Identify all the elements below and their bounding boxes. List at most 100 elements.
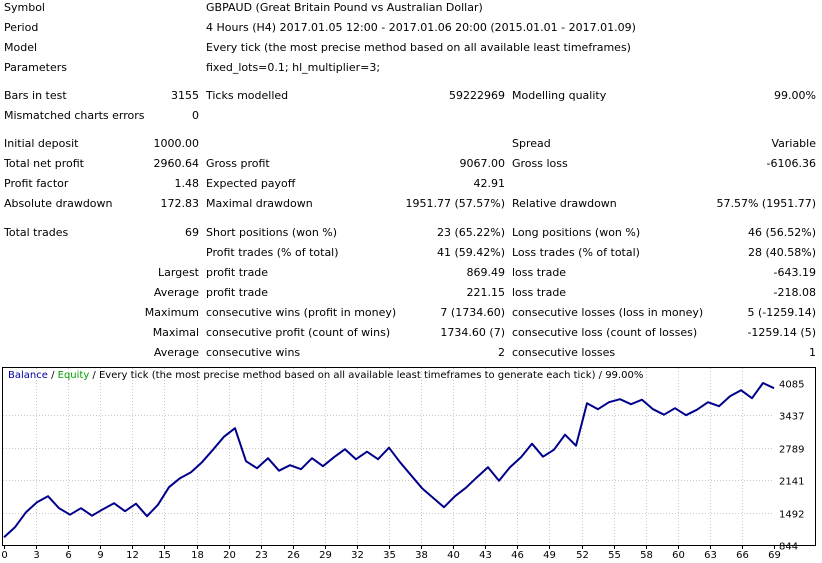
mismatch-value: 0 xyxy=(192,109,199,122)
x-tick-label: 0 xyxy=(2,550,8,561)
max-drawdown-label: Maximal drawdown xyxy=(206,197,313,210)
avg-cons-wins-value: 2 xyxy=(498,346,505,359)
largest-profit-label: profit trade xyxy=(206,266,269,279)
x-tick-label: 46 xyxy=(511,550,524,561)
balance-line xyxy=(3,382,775,538)
x-tick-label: 63 xyxy=(704,550,717,561)
ticks-value: 59222969 xyxy=(449,89,505,102)
y-tick-label: 2789 xyxy=(779,445,804,456)
x-tick-label: 15 xyxy=(158,550,171,561)
y-tick-label: 4085 xyxy=(779,380,804,391)
x-tick-label: 49 xyxy=(543,550,556,561)
avg-cons-losses-value: 1 xyxy=(809,346,816,359)
short-positions-label: Short positions (won %) xyxy=(206,226,338,239)
long-positions-value: 46 (56.52%) xyxy=(747,226,816,239)
largest-profit-value: 869.49 xyxy=(466,266,506,279)
avg-cons-losses-label: consecutive losses xyxy=(512,346,616,359)
mismatch-label: Mismatched charts errors xyxy=(4,109,145,122)
x-tick-label: 6 xyxy=(65,550,71,561)
rel-drawdown-label: Relative drawdown xyxy=(512,197,617,210)
x-tick-label: 43 xyxy=(479,550,492,561)
x-tick-label: 29 xyxy=(319,550,332,561)
expected-payoff-label: Expected payoff xyxy=(206,177,296,190)
initial-deposit-label: Initial deposit xyxy=(4,137,79,150)
y-tick-label: 3437 xyxy=(779,412,804,423)
model-label: Model xyxy=(4,41,38,54)
initial-deposit-value: 1000.00 xyxy=(153,137,200,150)
caption-balance: Balance xyxy=(8,370,48,381)
maximal-label: Maximal xyxy=(152,326,199,339)
x-tick-label: 12 xyxy=(126,550,139,561)
maximal-cons-loss-value: -1259.14 (5) xyxy=(747,326,816,339)
total-trades-value: 69 xyxy=(185,226,199,239)
gross-profit-value: 9067.00 xyxy=(459,157,506,170)
net-profit-label: Total net profit xyxy=(4,157,84,170)
x-tick-label: 60 xyxy=(672,550,685,561)
maximal-cons-loss-label: consecutive loss (count of losses) xyxy=(512,326,698,339)
maximal-cons-profit-label: consecutive profit (count of wins) xyxy=(206,326,391,339)
profit-trades-label: Profit trades (% of total) xyxy=(206,246,339,259)
caption-sep: / xyxy=(47,370,58,381)
max-cons-wins-label: consecutive wins (profit in money) xyxy=(206,306,397,319)
largest-loss-value: -643.19 xyxy=(773,266,816,279)
average-profit-label: profit trade xyxy=(206,286,269,299)
symbol-label: Symbol xyxy=(4,1,45,14)
expected-payoff-value: 42.91 xyxy=(473,177,506,190)
caption-rest: / Every tick (the most precise method ba… xyxy=(89,370,644,381)
quality-label: Modelling quality xyxy=(512,89,607,102)
chart-caption: Balance / Equity / Every tick (the most … xyxy=(8,370,643,381)
abs-drawdown-label: Absolute drawdown xyxy=(4,197,113,210)
largest-label: Largest xyxy=(158,266,199,279)
spread-label: Spread xyxy=(512,137,551,150)
avg-cons-wins-label: consecutive wins xyxy=(206,346,301,359)
ticks-label: Ticks modelled xyxy=(206,89,289,102)
parameters-value: fixed_lots=0.1; hl_multiplier=3; xyxy=(206,61,381,74)
maximum-label: Maximum xyxy=(144,306,199,319)
gross-profit-label: Gross profit xyxy=(206,157,270,170)
rel-drawdown-value: 57.57% (1951.77) xyxy=(716,197,816,210)
symbol-value: GBPAUD (Great Britain Pound vs Australia… xyxy=(206,1,483,14)
x-tick-label: 9 xyxy=(97,550,103,561)
average2-label: Average xyxy=(153,346,199,359)
x-tick-label: 18 xyxy=(191,550,204,561)
gross-loss-value: -6106.36 xyxy=(766,157,816,170)
maximal-cons-profit-value: 1734.60 (7) xyxy=(440,326,505,339)
y-tick-label: 1492 xyxy=(779,510,804,521)
x-tick-label: 38 xyxy=(415,550,428,561)
x-tick-label: 66 xyxy=(736,550,749,561)
loss-trades-label: Loss trades (% of total) xyxy=(512,246,640,259)
average-profit-value: 221.15 xyxy=(466,286,506,299)
balance-chart-svg: 4085 3437 2789 2141 1492 844 0 3 6 9 12 15 18 20 23 26 2… xyxy=(2,367,816,561)
max-cons-losses-label: consecutive losses (loss in money) xyxy=(512,306,704,319)
quality-value: 99.00% xyxy=(774,89,816,102)
period-value: 4 Hours (H4) 2017.01.05 12:00 - 2017.01.… xyxy=(206,21,636,34)
x-tick-label: 58 xyxy=(640,550,653,561)
total-trades-label: Total trades xyxy=(4,226,69,239)
parameters-label: Parameters xyxy=(4,61,67,74)
profit-factor-value: 1.48 xyxy=(174,177,200,190)
x-tick-label: 35 xyxy=(383,550,396,561)
average-loss-value: -218.08 xyxy=(773,286,816,299)
x-tick-label: 23 xyxy=(255,550,268,561)
average-loss-label: loss trade xyxy=(512,286,567,299)
x-tick-label: 52 xyxy=(576,550,589,561)
x-tick-label: 26 xyxy=(287,550,300,561)
x-tick-label: 3 xyxy=(33,550,39,561)
long-positions-label: Long positions (won %) xyxy=(512,226,641,239)
x-tick-label: 55 xyxy=(608,550,621,561)
y-tick-label: 2141 xyxy=(779,477,804,488)
model-value: Every tick (the most precise method base… xyxy=(206,41,631,54)
average-label: Average xyxy=(153,286,199,299)
max-cons-wins-value: 7 (1734.60) xyxy=(440,306,505,319)
period-label: Period xyxy=(4,21,39,34)
y-tick-label: 844 xyxy=(779,542,798,553)
profit-factor-label: Profit factor xyxy=(4,177,69,190)
bars-value: 3155 xyxy=(171,89,199,102)
x-tick-label: 20 xyxy=(223,550,236,561)
balance-chart: 4085 3437 2789 2141 1492 844 0 3 6 9 12 15 18 20 23 26 2… xyxy=(2,367,817,561)
short-positions-value: 23 (65.22%) xyxy=(436,226,505,239)
max-drawdown-value: 1951.77 (57.57%) xyxy=(405,197,505,210)
loss-trades-value: 28 (40.58%) xyxy=(747,246,816,259)
caption-equity: Equity xyxy=(57,370,90,381)
net-profit-value: 2960.64 xyxy=(153,157,200,170)
